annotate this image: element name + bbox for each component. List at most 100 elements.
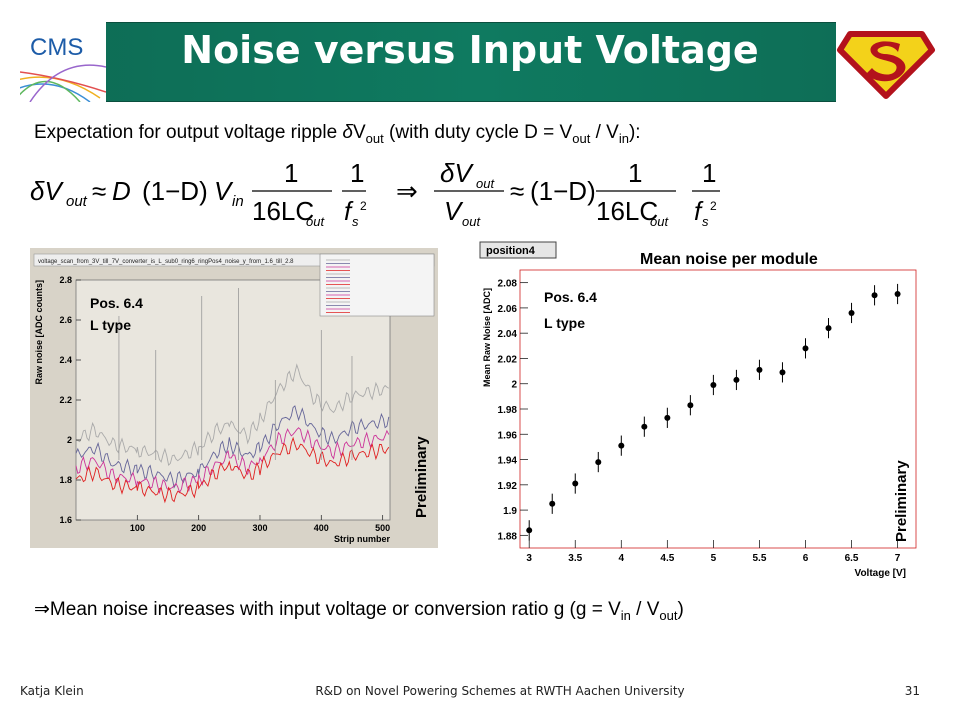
data-point (848, 309, 855, 316)
x-tick-label: 4 (619, 553, 625, 564)
data-point (595, 459, 602, 466)
raw-noise-plot: voltage_scan_from_3V_till_7V_converter_i… (30, 248, 438, 548)
y-tick-label: 2.2 (59, 395, 72, 405)
y-tick-label: 2.08 (498, 279, 518, 290)
y-tick-label: 2.02 (498, 354, 518, 365)
formula-one-minus-d: (1−D) (142, 176, 208, 206)
x-axis-label: Voltage [V] (855, 568, 906, 579)
conclusion-text: Mean noise increases with input voltage … (49, 599, 621, 620)
mean-noise-title: Mean noise per module (640, 251, 818, 268)
mean-noise-frame (519, 269, 917, 549)
raw-noise-series-line (75, 436, 390, 504)
y-tick-label: 1.92 (498, 481, 518, 492)
formula-approx2: ≈ (510, 176, 524, 206)
y-tick-label: 2.4 (59, 355, 72, 365)
intro-text: Expectation for output voltage ripple (34, 122, 343, 143)
data-point (710, 381, 717, 388)
data-point (687, 402, 694, 409)
data-point (733, 376, 740, 383)
formula-lhs-sub: out (66, 193, 88, 210)
data-point (641, 423, 648, 430)
conclusion-sentence: ⇒Mean noise increases with input voltage… (34, 598, 684, 623)
formula-rhs-den-sub: out (462, 214, 481, 229)
y-tick-label: 2 (511, 380, 517, 391)
x-tick-label: 4.5 (660, 553, 674, 564)
formula-den2-sub: s (352, 214, 359, 229)
conclusion-arrow-icon: ⇒ (34, 599, 50, 620)
formula-den1: 16LC (252, 196, 314, 226)
x-tick-label: 100 (130, 523, 145, 533)
formula-den3-sub: out (650, 214, 669, 229)
data-point (756, 366, 763, 373)
formula-rhs-num-sub: out (476, 176, 495, 191)
raw-noise-series-line (75, 363, 390, 467)
y-tick-label: 2.6 (59, 315, 72, 325)
footer-page-number: 31 (904, 684, 920, 698)
footer-talk-title: R&D on Novel Powering Schemes at RWTH Aa… (315, 684, 685, 698)
y-axis-label: Raw noise [ADC counts] (34, 280, 44, 385)
intro-text-b: (with duty cycle D = V (383, 122, 573, 143)
y-tick-label: 2.04 (498, 329, 518, 340)
footer-author: Katja Klein (20, 684, 84, 698)
conclusion-sub-out: out (659, 607, 678, 623)
x-tick-label: 7 (895, 553, 901, 564)
raw-noise-series-line (75, 427, 390, 495)
superman-shield-icon (836, 22, 936, 102)
y-tick-label: 2 (67, 435, 72, 445)
formula-vin: V (214, 176, 234, 206)
intro-sub-out: out (365, 130, 384, 146)
data-point (526, 527, 533, 534)
raw-noise-annotation-1: Pos. 6.4 (90, 295, 143, 311)
mean-noise-watermark: Preliminary (893, 460, 910, 542)
raw-noise-plot-frame (75, 279, 391, 521)
data-point (894, 291, 901, 298)
intro-sentence: Expectation for output voltage ripple δV… (34, 122, 641, 146)
data-point (549, 500, 556, 507)
formula-den1-sub: out (306, 214, 325, 229)
formula-den2-sup: 2 (360, 199, 367, 213)
conclusion-text-c: ) (677, 599, 684, 620)
mean-noise-header-box (479, 241, 557, 259)
raw-noise-header-text: voltage_scan_from_3V_till_7V_converter_i… (38, 259, 294, 265)
intro-delta: δ (342, 122, 353, 143)
cms-logo-graphic: CMS (20, 22, 106, 102)
x-tick-label: 3 (526, 553, 532, 564)
formula-implies: ⇒ (396, 176, 418, 206)
data-point (871, 292, 878, 299)
y-tick-label: 1.96 (498, 430, 518, 441)
formula-d: D (112, 176, 131, 206)
formula-den3: 16LC (596, 196, 658, 226)
raw-noise-annotation-2: L type (90, 317, 131, 333)
intro-sub-out2: out (572, 130, 591, 146)
y-tick-label: 1.9 (503, 506, 517, 517)
x-tick-label: 500 (375, 523, 390, 533)
formula-den4-sup: 2 (710, 199, 717, 213)
y-tick-label: 1.98 (498, 405, 518, 416)
x-tick-label: 5 (711, 553, 717, 564)
formula-num3: 1 (628, 158, 642, 188)
mean-noise-annotation-1: Pos. 6.4 (544, 289, 597, 305)
data-point (779, 369, 786, 376)
intro-v: V (352, 122, 366, 143)
formula-den2: f (344, 196, 354, 226)
y-tick-label: 2.8 (59, 275, 72, 285)
formula-num2: 1 (350, 158, 364, 188)
x-axis-label: Strip number (334, 534, 391, 544)
x-tick-label: 3.5 (568, 553, 582, 564)
formula-rhs-num: δV (440, 158, 474, 188)
x-tick-label: 6 (803, 553, 809, 564)
y-tick-label: 2.06 (498, 304, 518, 315)
formula-lhs: δV (30, 176, 64, 206)
formula-vin-sub: in (232, 193, 244, 210)
y-tick-label: 1.8 (59, 475, 72, 485)
formula-approx: ≈ (92, 176, 106, 206)
x-tick-label: 400 (314, 523, 329, 533)
raw-noise-watermark: Preliminary (413, 436, 430, 518)
cms-logo-text: CMS (30, 34, 83, 61)
mean-noise-plot: position4 Mean noise per module 1.88 1.9 1… (478, 240, 918, 582)
intro-text-c: / V (590, 122, 619, 143)
formula-den4-sub: s (702, 214, 709, 229)
x-tick-label: 200 (191, 523, 206, 533)
formula-num1: 1 (284, 158, 298, 188)
conclusion-sub-in: in (620, 607, 631, 623)
